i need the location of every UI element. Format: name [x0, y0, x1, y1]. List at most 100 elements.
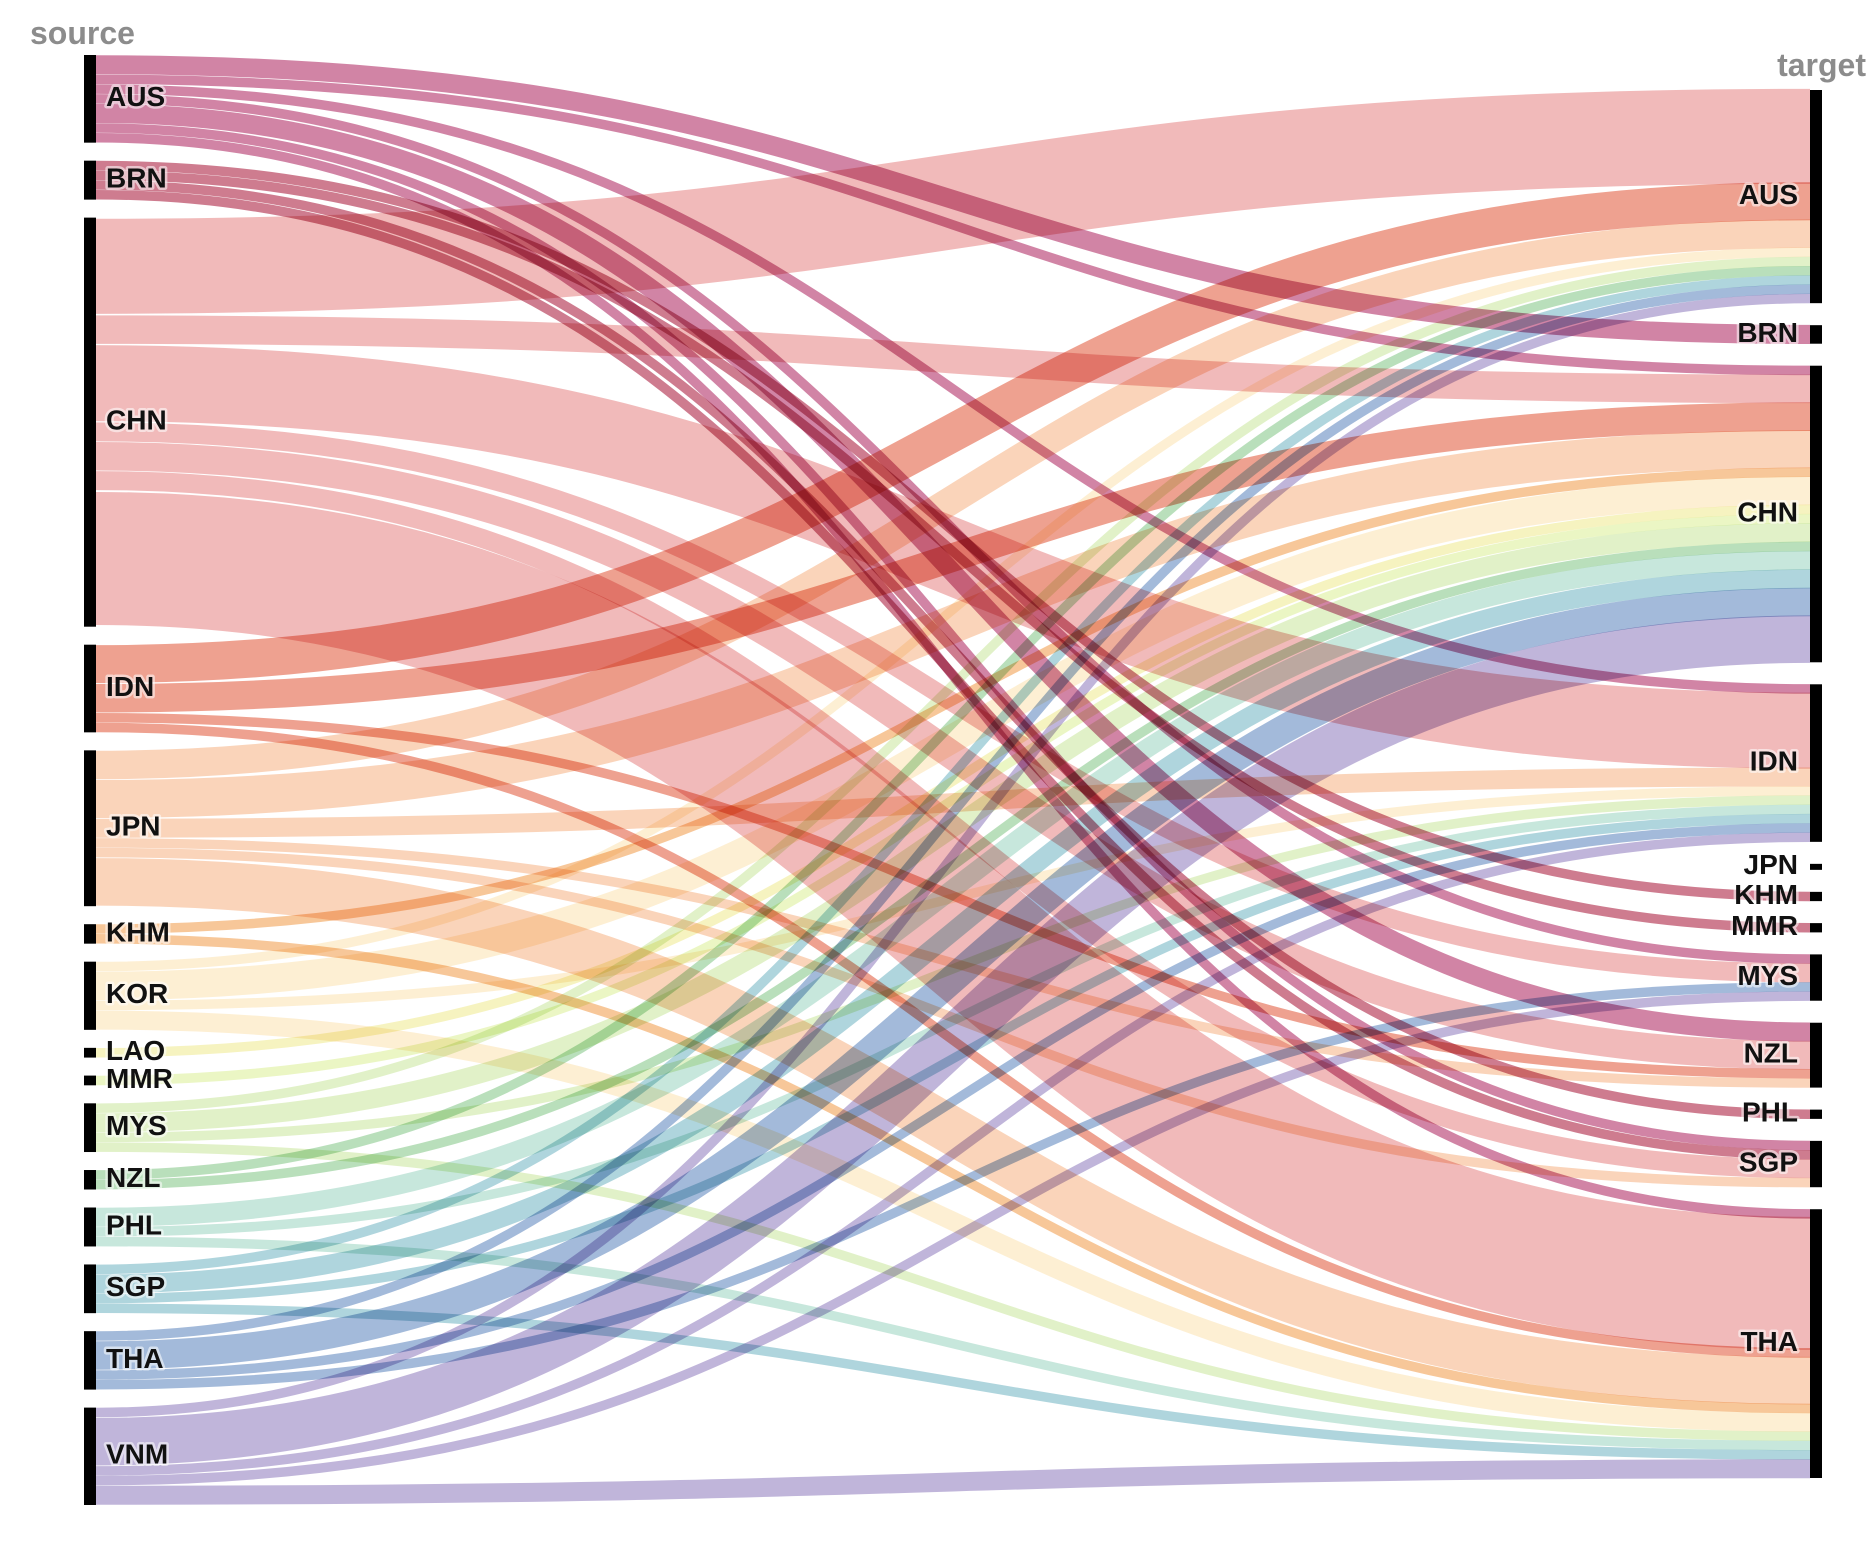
flow-mys-to-aus [95, 256, 1811, 1113]
target-node-label-halo-nzl: NZL [1744, 1038, 1798, 1069]
target-node-bar-phl [1810, 1109, 1822, 1119]
source-node-bar-mmr [84, 1075, 96, 1086]
source-node-label-sgp: SGP [106, 1271, 165, 1302]
source-node-label-halo-tha: THA [106, 1343, 164, 1374]
flow-sgp-to-chn [95, 569, 1811, 1294]
source-node-bar-chn [84, 217, 96, 627]
source-node-bar-brn [84, 160, 96, 200]
source-node-label-halo-idn: IDN [106, 671, 154, 702]
label-layer: AUSAUSBRNBRNCHNCHNIDNIDNJPNJPNKHMKHMKORK… [104, 79, 1801, 1472]
flow-idn-to-aus [95, 182, 1811, 684]
target-node-label-halo-brn: BRN [1737, 317, 1798, 348]
flow-phl-to-chn [95, 550, 1811, 1227]
flow-layer [95, 55, 1811, 1505]
target-node-label-jpn: JPN [1744, 849, 1798, 880]
source-node-bar-mys [84, 1103, 96, 1153]
target-node-bar-aus [1810, 90, 1822, 304]
source-node-label-halo-khm: KHM [106, 916, 170, 947]
source-node-label-jpn: JPN [106, 811, 160, 842]
source-node-bar-tha [84, 1331, 96, 1390]
flow-vnm-to-tha [95, 1459, 1811, 1505]
source-node-label-kor: KOR [106, 978, 168, 1009]
target-node-label-halo-sgp: SGP [1739, 1146, 1798, 1177]
flow-vnm-to-mys [95, 991, 1811, 1486]
target-node-bar-nzl [1810, 1022, 1822, 1088]
flow-kor-to-aus [95, 247, 1811, 972]
source-node-label-mmr: MMR [106, 1063, 173, 1094]
target-node-label-halo-jpn: JPN [1744, 849, 1798, 880]
flow-kor-to-chn [95, 476, 1811, 1001]
source-node-bar-idn [84, 644, 96, 733]
flow-nzl-to-chn [95, 541, 1811, 1190]
source-node-label-nzl: NZL [106, 1162, 160, 1193]
flow-tha-to-aus [95, 284, 1811, 1341]
target-node-label-halo-idn: IDN [1750, 745, 1798, 776]
flow-phl-to-tha [95, 1236, 1811, 1451]
flow-khm-to-chn [95, 467, 1811, 934]
target-node-label-halo-aus: AUS [1739, 179, 1798, 210]
flow-tha-to-chn [95, 587, 1811, 1370]
target-node-label-khm: KHM [1734, 879, 1798, 910]
target-node-bar-jpn [1810, 863, 1822, 870]
target-node-label-chn: CHN [1737, 496, 1798, 527]
target-node-bar-tha [1810, 1209, 1822, 1478]
flow-nzl-to-aus [95, 265, 1811, 1180]
source-node-label-halo-brn: BRN [106, 163, 167, 194]
source-node-label-phl: PHL [106, 1209, 162, 1240]
source-node-bar-kor [84, 961, 96, 1030]
source-node-bar-khm [84, 924, 96, 944]
target-node-bar-idn [1810, 684, 1822, 842]
target-node-label-halo-chn: CHN [1737, 496, 1798, 527]
source-node-label-halo-phl: PHL [106, 1209, 162, 1240]
target-node-bar-mmr [1810, 923, 1822, 933]
target-node-label-mmr: MMR [1731, 910, 1798, 941]
source-node-label-idn: IDN [106, 671, 154, 702]
source-node-bar-sgp [84, 1264, 96, 1314]
source-node-label-halo-sgp: SGP [106, 1271, 165, 1302]
source-node-bar-jpn [84, 750, 96, 907]
flow-vnm-to-chn [95, 615, 1811, 1466]
target-node-label-halo-mmr: MMR [1731, 910, 1798, 941]
target-node-label-halo-khm: KHM [1734, 879, 1798, 910]
node-layer [84, 55, 1822, 1505]
flow-sgp-to-aus [95, 275, 1811, 1275]
target-node-label-halo-tha: THA [1740, 1326, 1798, 1357]
source-node-label-brn: BRN [106, 163, 167, 194]
flow-mys-to-tha [95, 1142, 1811, 1442]
source-node-label-halo-aus: AUS [106, 81, 165, 112]
flow-mys-to-chn [95, 523, 1811, 1133]
source-node-label-aus: AUS [106, 81, 165, 112]
target-node-label-halo-phl: PHL [1742, 1097, 1798, 1128]
source-node-label-halo-chn: CHN [106, 405, 167, 436]
target-node-bar-khm [1810, 891, 1822, 902]
target-node-label-idn: IDN [1750, 745, 1798, 776]
flow-jpn-to-tha [95, 858, 1811, 1405]
flow-chn-to-nzl [95, 441, 1811, 1070]
source-node-label-halo-mys: MYS [106, 1110, 167, 1141]
target-node-bar-brn [1810, 325, 1822, 344]
source-node-bar-phl [84, 1207, 96, 1247]
target-node-label-sgp: SGP [1739, 1146, 1798, 1177]
flow-mmr-to-chn [95, 513, 1811, 1086]
flow-chn-to-chn [95, 315, 1811, 404]
source-node-label-khm: KHM [106, 916, 170, 947]
source-node-label-halo-lao: LAO [106, 1035, 165, 1066]
target-node-label-brn: BRN [1737, 317, 1798, 348]
flow-tha-to-mys [95, 982, 1811, 1390]
flow-jpn-to-chn [95, 430, 1811, 819]
source-node-label-chn: CHN [106, 405, 167, 436]
target-node-bar-sgp [1810, 1140, 1822, 1188]
source-node-label-halo-nzl: NZL [106, 1162, 160, 1193]
source-node-label-tha: THA [106, 1343, 164, 1374]
flow-jpn-to-aus [95, 219, 1811, 780]
source-node-label-mys: MYS [106, 1110, 167, 1141]
flow-vnm-to-aus [95, 293, 1811, 1418]
flow-idn-to-chn [95, 402, 1811, 713]
source-node-label-halo-jpn: JPN [106, 811, 160, 842]
source-node-bar-lao [84, 1047, 96, 1058]
source-node-label-vnm: VNM [106, 1439, 168, 1470]
target-node-bar-chn [1810, 365, 1822, 663]
source-node-bar-nzl [84, 1170, 96, 1190]
target-node-label-aus: AUS [1739, 179, 1798, 210]
